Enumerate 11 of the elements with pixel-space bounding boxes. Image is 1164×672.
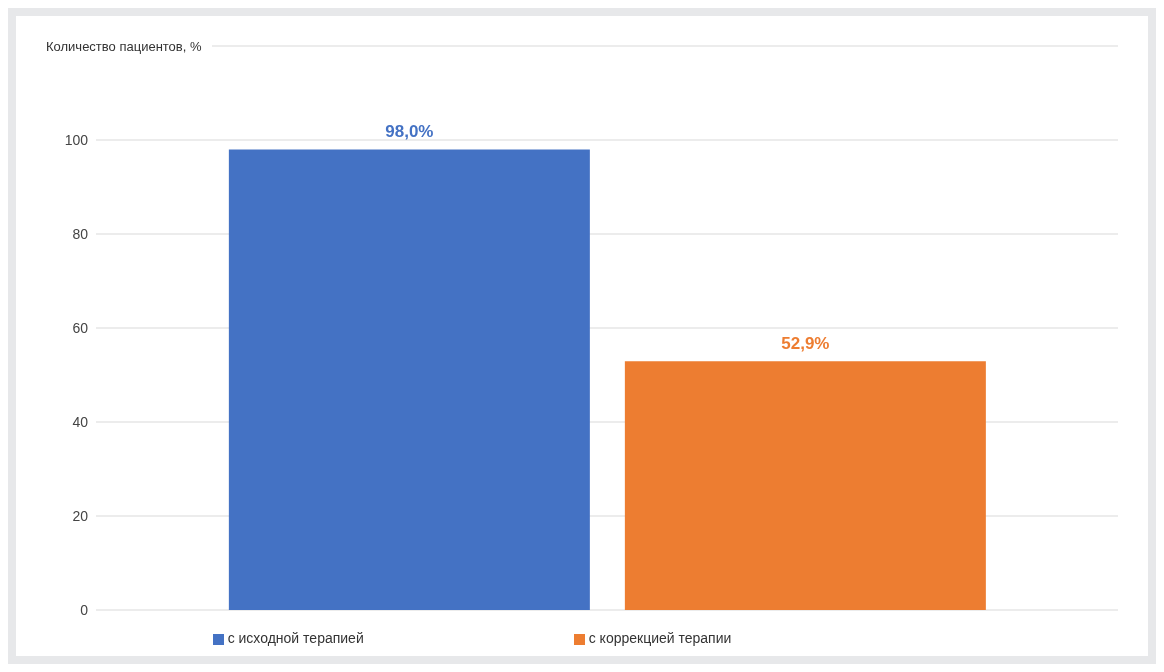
data-label: 98,0%	[385, 122, 434, 142]
legend-label: с коррекцией терапии	[588, 630, 732, 646]
legend-label: с исходной терапией	[227, 630, 364, 646]
y-axis-title: Количество пациентов, %	[46, 39, 212, 54]
y-tick-label: 80	[72, 225, 89, 242]
y-tick-label: 20	[72, 507, 89, 524]
y-tick-label: 0	[80, 601, 89, 618]
y-tick-label: 100	[64, 131, 89, 148]
data-label: 52,9%	[781, 334, 830, 354]
y-tick-label: 40	[72, 413, 89, 430]
y-tick-label: 60	[72, 319, 89, 336]
